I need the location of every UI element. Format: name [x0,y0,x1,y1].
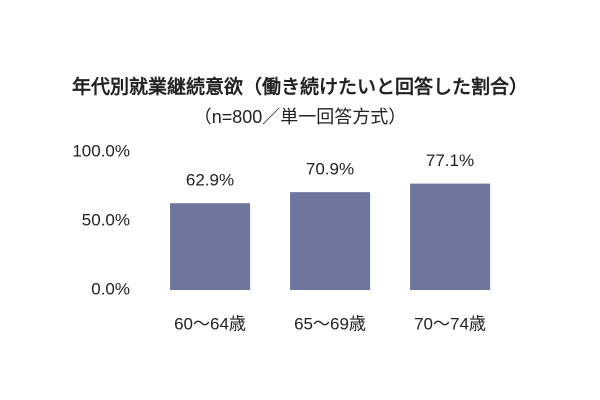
chart-subtitle: （n=800／単一回答方式） [194,107,407,127]
bar [290,192,371,290]
value-label: 70.9% [306,160,354,179]
bar [170,203,251,290]
value-label: 62.9% [186,171,234,190]
x-tick-label: 65～69歳 [294,314,366,333]
x-tick-label: 70～74歳 [414,314,486,333]
y-tick-label: 100.0% [72,141,130,160]
bar [410,183,491,290]
x-tick-label: 60～64歳 [174,314,246,333]
y-tick-label: 0.0% [91,279,130,298]
y-tick-label: 50.0% [82,210,130,229]
value-label: 77.1% [426,151,474,170]
chart-title: 年代別就業継続意欲（働き続けたいと回答した割合） [72,75,528,98]
